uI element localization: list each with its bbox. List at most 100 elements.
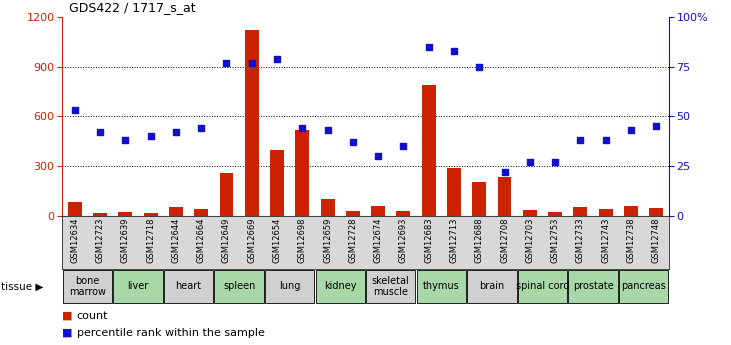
Bar xyxy=(649,208,663,216)
Text: GSM12723: GSM12723 xyxy=(96,217,105,263)
Text: ■: ■ xyxy=(62,328,72,338)
FancyBboxPatch shape xyxy=(518,270,567,303)
Point xyxy=(575,137,586,143)
Bar xyxy=(599,209,613,216)
Text: pancreas: pancreas xyxy=(621,282,666,291)
Point xyxy=(69,108,80,113)
Text: bone
marrow: bone marrow xyxy=(69,276,106,297)
Bar xyxy=(447,168,461,216)
Text: prostate: prostate xyxy=(572,282,613,291)
Text: GSM12664: GSM12664 xyxy=(197,217,205,263)
Text: GSM12713: GSM12713 xyxy=(450,217,458,263)
FancyBboxPatch shape xyxy=(214,270,264,303)
Point xyxy=(524,159,536,165)
Text: percentile rank within the sample: percentile rank within the sample xyxy=(77,328,265,338)
Point xyxy=(221,60,232,66)
Text: GSM12688: GSM12688 xyxy=(474,217,484,263)
Point xyxy=(170,129,182,135)
Text: ■: ■ xyxy=(62,311,72,321)
Text: liver: liver xyxy=(127,282,148,291)
Bar xyxy=(219,172,233,216)
Text: GSM12639: GSM12639 xyxy=(121,217,130,263)
Text: count: count xyxy=(77,311,108,321)
Bar xyxy=(321,199,335,216)
Point xyxy=(347,139,359,145)
Bar xyxy=(68,203,82,216)
Text: GSM12728: GSM12728 xyxy=(349,217,357,263)
Text: brain: brain xyxy=(480,282,504,291)
FancyBboxPatch shape xyxy=(164,270,213,303)
Text: skeletal
muscle: skeletal muscle xyxy=(372,276,409,297)
Text: heart: heart xyxy=(175,282,202,291)
Text: spleen: spleen xyxy=(223,282,255,291)
Text: GSM12748: GSM12748 xyxy=(652,217,661,263)
Text: GSM12733: GSM12733 xyxy=(576,217,585,263)
Bar xyxy=(346,211,360,216)
Point xyxy=(474,64,485,70)
Point xyxy=(423,44,434,50)
Point xyxy=(271,56,283,62)
FancyBboxPatch shape xyxy=(619,270,668,303)
Text: GSM12683: GSM12683 xyxy=(424,217,433,263)
Bar xyxy=(548,212,562,216)
Text: spinal cord: spinal cord xyxy=(515,282,569,291)
Bar xyxy=(498,177,512,216)
Text: tissue ▶: tissue ▶ xyxy=(1,282,44,291)
Point xyxy=(145,134,156,139)
FancyBboxPatch shape xyxy=(316,270,365,303)
Bar xyxy=(245,30,259,216)
Bar xyxy=(169,207,183,216)
Text: GSM12698: GSM12698 xyxy=(298,217,307,263)
FancyBboxPatch shape xyxy=(366,270,415,303)
Point xyxy=(398,144,409,149)
Point xyxy=(372,153,384,159)
Bar xyxy=(270,149,284,216)
FancyBboxPatch shape xyxy=(265,270,314,303)
Bar xyxy=(523,210,537,216)
Text: GSM12753: GSM12753 xyxy=(550,217,560,263)
Bar xyxy=(371,206,385,216)
Text: GSM12708: GSM12708 xyxy=(500,217,509,263)
Text: GSM12669: GSM12669 xyxy=(247,217,257,263)
Text: GSM12703: GSM12703 xyxy=(526,217,534,263)
Text: GSM12654: GSM12654 xyxy=(273,217,281,263)
Point xyxy=(195,126,207,131)
Bar xyxy=(624,206,638,216)
Text: GSM12634: GSM12634 xyxy=(70,217,79,263)
FancyBboxPatch shape xyxy=(113,270,162,303)
Point xyxy=(94,129,106,135)
Text: GSM12659: GSM12659 xyxy=(323,217,332,263)
Text: kidney: kidney xyxy=(324,282,357,291)
Point xyxy=(499,169,510,175)
Point xyxy=(246,60,257,66)
Point xyxy=(448,48,460,54)
Bar xyxy=(144,213,158,216)
Text: thymus: thymus xyxy=(423,282,460,291)
Text: GSM12649: GSM12649 xyxy=(222,217,231,263)
FancyBboxPatch shape xyxy=(569,270,618,303)
Text: GSM12644: GSM12644 xyxy=(171,217,181,263)
FancyBboxPatch shape xyxy=(467,270,517,303)
Bar xyxy=(295,130,309,216)
Text: GSM12743: GSM12743 xyxy=(601,217,610,263)
Text: GSM12693: GSM12693 xyxy=(399,217,408,263)
FancyBboxPatch shape xyxy=(417,270,466,303)
Bar xyxy=(396,211,410,216)
Text: GSM12674: GSM12674 xyxy=(374,217,382,263)
Point xyxy=(651,124,662,129)
Point xyxy=(549,159,561,165)
Text: lung: lung xyxy=(279,282,300,291)
Text: GSM12718: GSM12718 xyxy=(146,217,155,263)
Point xyxy=(322,128,333,133)
Point xyxy=(297,126,308,131)
Bar xyxy=(573,207,587,216)
Bar xyxy=(472,182,486,216)
Point xyxy=(600,137,612,143)
Point xyxy=(119,137,131,143)
FancyBboxPatch shape xyxy=(63,270,112,303)
Text: GSM12738: GSM12738 xyxy=(626,217,635,263)
Bar xyxy=(118,212,132,216)
Text: GDS422 / 1717_s_at: GDS422 / 1717_s_at xyxy=(69,1,196,14)
Bar xyxy=(422,85,436,216)
Bar xyxy=(93,213,107,216)
